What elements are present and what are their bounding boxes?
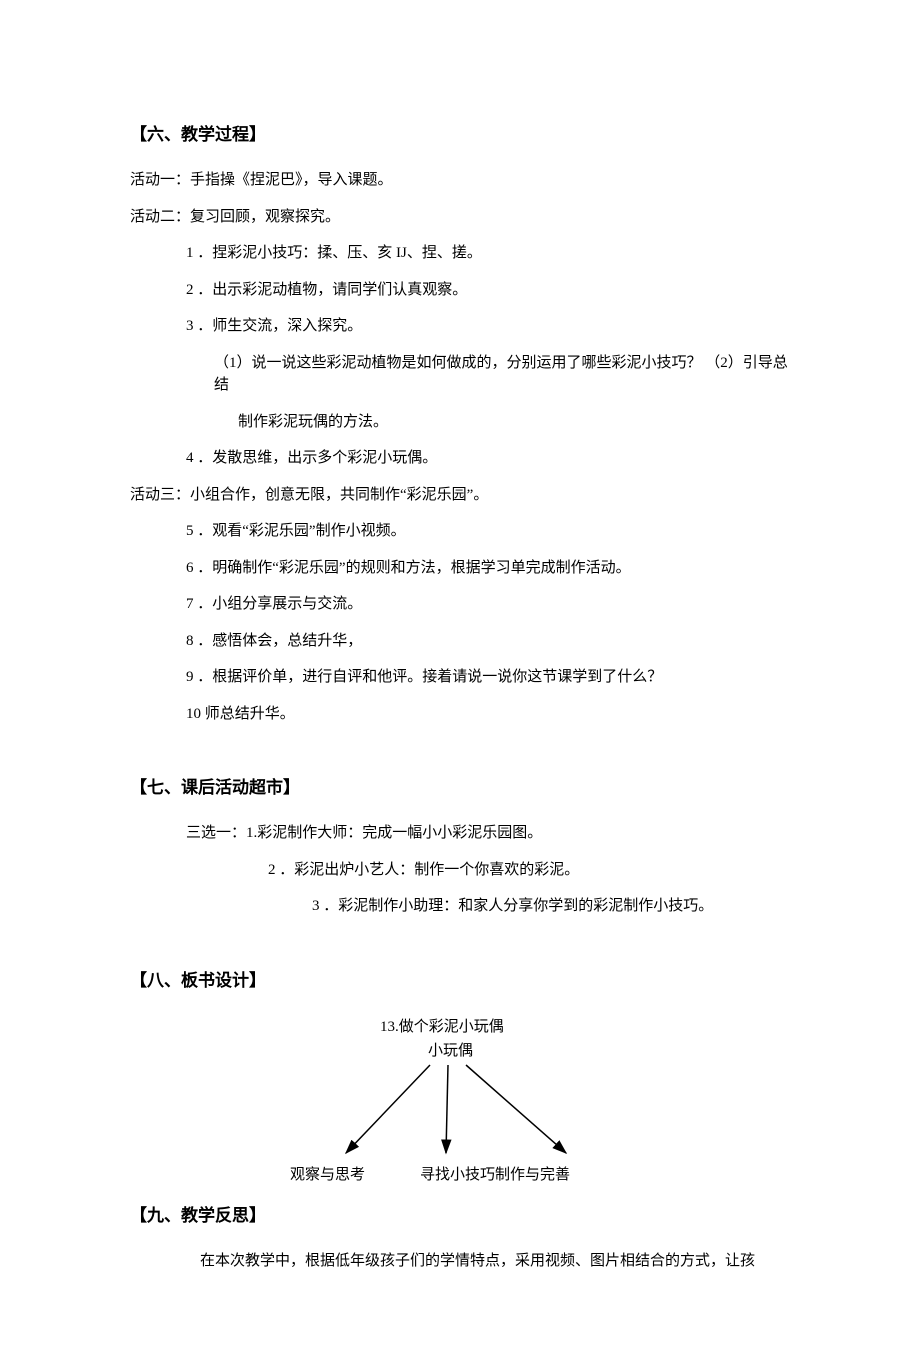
board-diagram: 13.做个彩泥小玩偶 小玩偶 观察与思考 寻找小技巧制作与完善 — [130, 1015, 790, 1195]
section6-act3-item10: 10 师总结升华。 — [130, 703, 790, 726]
board-bottom-right: 寻找小技巧制作与完善 — [420, 1163, 570, 1184]
section7-opt2: 2 ．彩泥出炉小艺人：制作一个你喜欢的彩泥。 — [130, 859, 790, 882]
section6-act2-item2: 2 ．出示彩泥动植物，请同学们认真观察。 — [130, 279, 790, 302]
section6-act2-item3-sub2: 制作彩泥玩偶的方法。 — [130, 411, 790, 434]
section6-act3-item8: 8 ．感悟体会，总结升华， — [130, 630, 790, 653]
section9-p1: 在本次教学中，根据低年级孩子们的学情特点，采用视频、图片相结合的方式，让孩 — [130, 1250, 790, 1273]
section9-heading: 【九、教学反思】 — [130, 1201, 790, 1226]
document-page: 【六、教学过程】 活动一：手指操《捏泥巴》，导入课题。 活动二：复习回顾，观察探… — [0, 0, 920, 1366]
section6-act1: 活动一：手指操《捏泥巴》，导入课题。 — [130, 169, 790, 192]
section7-lead: 三选一：1.彩泥制作大师：完成一幅小小彩泥乐园图。 — [130, 822, 790, 845]
section8-heading: 【八、板书设计】 — [130, 966, 790, 991]
section6-act2-item3-sub1: （1）说一说这些彩泥动植物是如何做成的，分别运用了哪些彩泥小技巧？ （2）引导总… — [130, 352, 790, 397]
section6-heading: 【六、教学过程】 — [130, 120, 790, 145]
section6-act3: 活动三：小组合作，创意无限，共同制作“彩泥乐园”。 — [130, 484, 790, 507]
section6-act3-item9: 9 ．根据评价单，进行自评和他评。接着请说一说你这节课学到了什么？ — [130, 666, 790, 689]
section7-heading: 【七、课后活动超市】 — [130, 773, 790, 798]
section6-act3-item6: 6 ．明确制作“彩泥乐园”的规则和方法，根据学习单完成制作活动。 — [130, 557, 790, 580]
board-bottom-left: 观察与思考 — [290, 1163, 365, 1184]
section6-act2: 活动二：复习回顾，观察探究。 — [130, 206, 790, 229]
section6-act3-item7: 7 ．小组分享展示与交流。 — [130, 593, 790, 616]
section6-act2-item1: 1 ．捏彩泥小技巧：揉、压、亥 IJ、捏、搓。 — [130, 242, 790, 265]
section6-act2-item4: 4 ．发散思维，出示多个彩泥小玩偶。 — [130, 447, 790, 470]
section6-act2-item3: 3 ．师生交流，深入探究。 — [130, 315, 790, 338]
section7-opt3: 3 ．彩泥制作小助理：和家人分享你学到的彩泥制作小技巧。 — [130, 895, 790, 918]
section6-act3-item5: 5 ．观看“彩泥乐园”制作小视频。 — [130, 520, 790, 543]
